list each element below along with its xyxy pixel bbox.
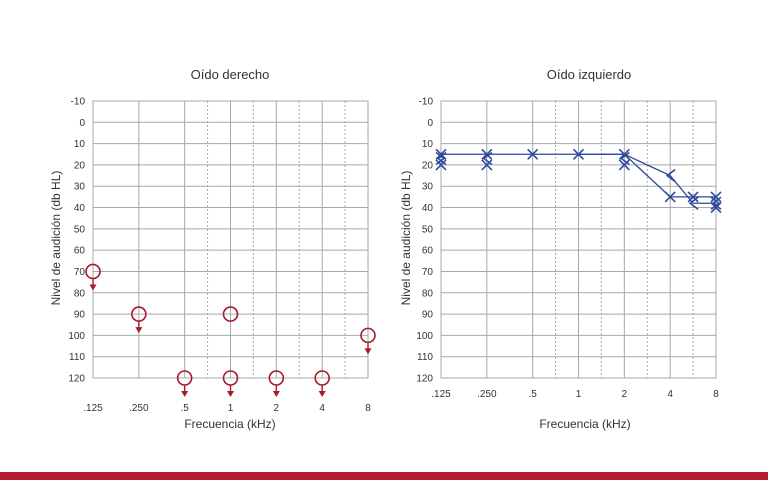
- y-tick-label: 0: [427, 118, 433, 129]
- y-tick-label: 90: [74, 310, 86, 321]
- left-ear-bone-marker: [482, 151, 493, 166]
- y-tick-label: 40: [74, 203, 86, 214]
- left-ear-bone-marker: [619, 151, 630, 166]
- y-tick-label: 70: [74, 267, 86, 278]
- left-ear-x-marker: [618, 148, 630, 160]
- left-ear-x-marker: [481, 159, 493, 171]
- x-tick-label: 1: [228, 403, 234, 414]
- x-tick-label: 2: [274, 403, 280, 414]
- left-ear-bone-marker: [435, 151, 446, 166]
- y-tick-label: 40: [422, 203, 434, 214]
- left-ear-x-marker: [618, 159, 630, 171]
- y-tick-label: 30: [74, 182, 86, 193]
- no-response-arrow-head: [181, 391, 189, 397]
- left-ear-x-marker: [435, 159, 447, 171]
- left-ear-grid: [440, 100, 717, 379]
- y-tick-label: 20: [74, 160, 86, 171]
- left-ear-bone-marker: [711, 196, 722, 210]
- right-ear-chart: Oído derecho Nivel de audición (db HL) F…: [49, 67, 376, 431]
- x-tick-label: .5: [180, 403, 189, 414]
- left-ear-x-marker: [710, 191, 722, 203]
- right-ear-ylabel: Nivel de audición (db HL): [49, 171, 63, 306]
- left-ear-y-ticks: -10 0 10 20 30 40 50 60 70 80 90 100 110 120: [416, 97, 433, 385]
- x-tick-label: .250: [129, 403, 149, 414]
- no-response-arrow-head: [227, 391, 234, 397]
- left-ear-bone-marker: [436, 151, 447, 166]
- left-ear-marks: [435, 148, 722, 214]
- left-ear-chart: Oído izquierdo Nivel de audición (db HL)…: [399, 67, 722, 431]
- left-ear-ylabel: Nivel de audición (db HL): [399, 171, 413, 306]
- left-ear-x-marker: [527, 148, 539, 160]
- right-ear-x-ticks: .125 .250 .5 1 2 4 8: [83, 403, 371, 414]
- left-ear-bone-marker: [688, 196, 699, 210]
- left-ear-x-marker: [481, 148, 493, 160]
- left-ear-lines: [441, 153, 716, 204]
- x-tick-label: .125: [83, 403, 103, 414]
- y-tick-label: 120: [416, 374, 433, 385]
- y-tick-label: -10: [419, 97, 434, 108]
- y-tick-label: 30: [422, 182, 434, 193]
- y-tick-label: 100: [68, 331, 85, 342]
- y-tick-label: -10: [71, 97, 86, 108]
- left-ear-bone-marker: [665, 168, 676, 183]
- x-tick-label: 4: [319, 403, 325, 414]
- x-tick-label: 8: [713, 389, 719, 400]
- x-tick-label: 8: [365, 403, 371, 414]
- y-tick-label: 60: [74, 246, 86, 257]
- no-response-arrow-head: [272, 391, 280, 397]
- y-tick-label: 100: [416, 331, 433, 342]
- no-response-arrow-head: [318, 391, 326, 397]
- y-tick-label: 120: [68, 374, 85, 385]
- y-tick-label: 80: [74, 288, 86, 299]
- no-response-arrow-head: [364, 348, 372, 355]
- left-ear-x-marker: [687, 191, 699, 203]
- x-tick-label: 1: [576, 389, 582, 400]
- y-tick-label: 50: [422, 224, 434, 235]
- y-tick-label: 80: [422, 288, 434, 299]
- y-tick-label: 110: [417, 352, 433, 363]
- right-ear-grid: [92, 100, 369, 379]
- x-tick-label: .5: [528, 389, 537, 400]
- left-ear-x-marker: [664, 191, 676, 203]
- right-ear-threshold-point: [222, 306, 239, 322]
- no-response-arrow-head: [135, 327, 143, 334]
- x-tick-label: .250: [477, 389, 497, 400]
- left-ear-bone-marker: [710, 196, 721, 210]
- plot-frame: [92, 100, 369, 379]
- left-ear-title: Oído izquierdo: [547, 67, 632, 82]
- y-tick-label: 50: [74, 224, 86, 235]
- x-tick-label: .125: [431, 389, 451, 400]
- x-tick-label: 2: [622, 389, 628, 400]
- right-ear-y-ticks: -10 0 10 20 30 40 50 60 70 80 90 100 110 120: [68, 97, 85, 385]
- x-tick-label: 4: [667, 389, 673, 400]
- no-response-arrow-head: [89, 284, 97, 291]
- left-ear-x-marker: [435, 148, 447, 160]
- left-ear-threshold-line: [578, 153, 716, 204]
- y-tick-label: 0: [79, 118, 85, 129]
- y-tick-label: 90: [422, 310, 434, 321]
- left-ear-xlabel: Frecuencia (kHz): [539, 417, 630, 431]
- y-tick-label: 10: [422, 139, 434, 150]
- left-ear-x-marker: [572, 148, 585, 160]
- bottom-accent-bar: [0, 472, 768, 480]
- y-tick-label: 20: [422, 160, 434, 171]
- left-ear-x-ticks: .125 .250 .5 1 2 4 8: [431, 389, 719, 400]
- right-ear-xlabel: Frecuencia (kHz): [184, 417, 275, 431]
- plot-frame: [440, 100, 717, 379]
- y-tick-label: 110: [69, 352, 85, 363]
- y-tick-label: 60: [422, 246, 434, 257]
- left-ear-x-marker: [710, 201, 722, 214]
- right-ear-marks: [85, 263, 376, 397]
- y-tick-label: 10: [74, 139, 86, 150]
- right-ear-title: Oído derecho: [191, 67, 270, 82]
- y-tick-label: 70: [422, 267, 434, 278]
